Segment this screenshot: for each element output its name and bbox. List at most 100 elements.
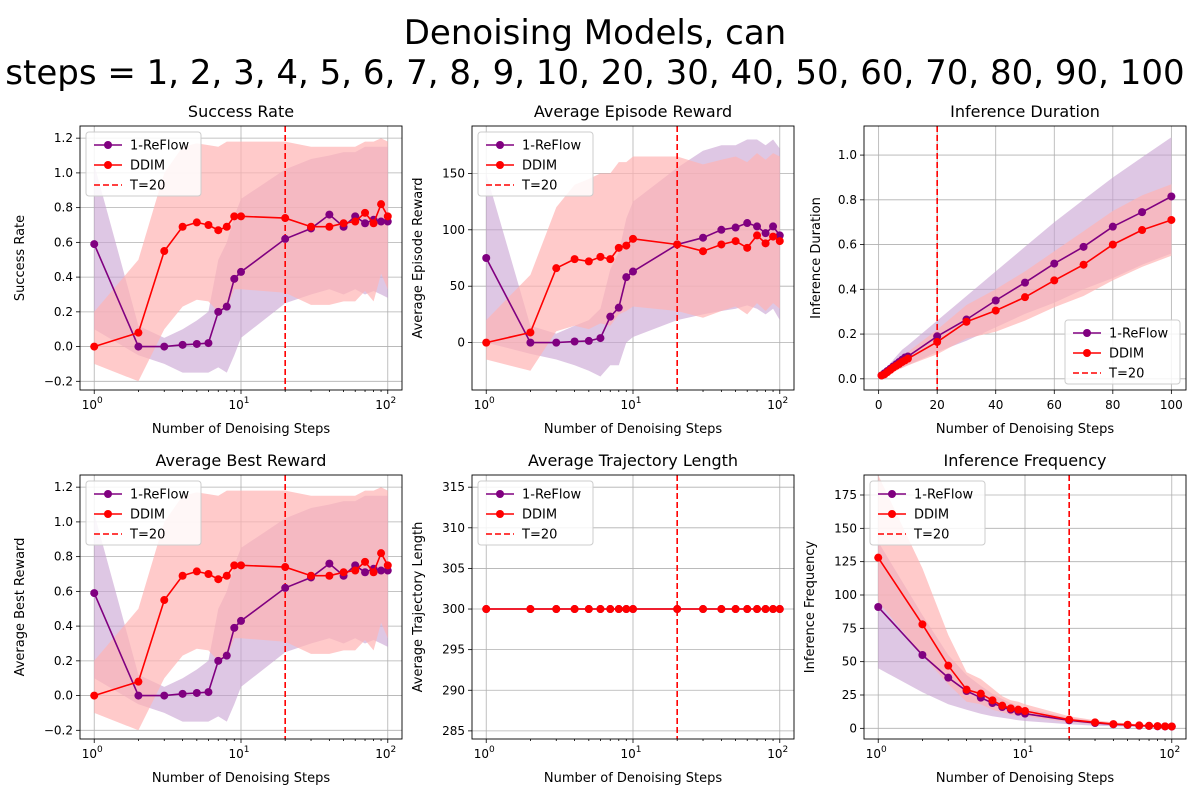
y-tick-label: 0.4 [54, 619, 73, 633]
data-point-ddim [699, 605, 708, 614]
data-point-ddim [629, 234, 637, 243]
axes-frame [863, 474, 1187, 740]
y-axis-label: Average Best Reward [13, 538, 28, 677]
data-point-1-reflow [90, 240, 99, 249]
y-tick-label: 0.6 [54, 584, 73, 598]
legend-marker [104, 161, 112, 169]
legend: 1-ReFlow DDIM T=20 [1064, 319, 1181, 385]
data-point-ddim [237, 561, 245, 570]
data-point-ddim [230, 212, 239, 221]
legend-label: T=20 [1108, 367, 1144, 382]
data-point-ddim [204, 570, 213, 578]
y-tick-label: 150 [834, 521, 857, 535]
y-tick-label: 50 [842, 655, 857, 669]
axes-frame [79, 474, 403, 740]
x-tick-label: 80 [1105, 398, 1120, 412]
data-point-ddim [753, 231, 762, 240]
x-tick-exponent: 2 [783, 745, 789, 755]
y-tick-label: 0 [457, 336, 465, 350]
data-point-ddim [339, 219, 348, 228]
data-point-ddim [606, 605, 615, 614]
data-point-ddim [1109, 720, 1118, 729]
y-tick-label: 25 [842, 688, 857, 702]
data-point-ddim [134, 677, 143, 686]
y-axis-label: Average Trajectory Length [411, 522, 426, 693]
data-point-ddim [383, 212, 392, 221]
legend-label: DDIM [130, 159, 165, 174]
chart-plot-area [482, 475, 784, 739]
chart-4: 100 101 102−0.20.00.20.40.60.81.01.2Averag… [13, 451, 403, 786]
data-point-ddim [351, 566, 360, 575]
data-point-ddim [903, 354, 912, 363]
x-tick-exponent: 2 [391, 745, 397, 755]
data-point-1-reflow [1050, 259, 1059, 268]
data-point-1-reflow [204, 688, 213, 697]
y-tick-label: 125 [834, 555, 857, 569]
data-point-ddim [377, 549, 386, 558]
data-point-1-reflow [361, 568, 370, 577]
data-point-ddim [606, 255, 615, 264]
data-point-ddim [775, 605, 784, 614]
data-point-ddim [998, 701, 1007, 710]
data-point-1-reflow [1021, 278, 1029, 287]
data-point-1-reflow [222, 651, 231, 660]
y-axis-label: Success Rate [13, 215, 28, 301]
chart-plot-area [90, 475, 392, 739]
y-tick-label: 0.2 [54, 654, 73, 668]
data-point-ddim [614, 605, 623, 614]
band-ddim [486, 153, 780, 371]
legend-label: T=20 [913, 528, 949, 543]
y-tick-label: 290 [442, 683, 465, 697]
data-point-1-reflow [629, 267, 637, 276]
data-point-1-reflow [584, 336, 593, 345]
data-point-ddim [570, 255, 579, 264]
data-point-ddim [281, 214, 290, 223]
y-tick-label: 0.8 [838, 193, 857, 207]
x-tick-exponent: 0 [97, 745, 103, 755]
x-tick-label: 60 [1047, 398, 1062, 412]
y-tick-label: 300 [442, 602, 465, 616]
data-point-ddim [307, 222, 316, 231]
data-point-ddim [1065, 715, 1074, 724]
x-tick-exponent: 2 [783, 396, 789, 406]
data-point-1-reflow [178, 340, 187, 349]
data-point-ddim [962, 685, 971, 694]
legend-label: 1-ReFlow [522, 139, 581, 154]
data-point-ddim [1021, 293, 1029, 302]
data-point-ddim [1021, 707, 1029, 715]
data-point-ddim [944, 661, 953, 670]
data-point-1-reflow [237, 267, 245, 276]
legend-label: 1-ReFlow [130, 488, 189, 503]
chart-plot-area [482, 126, 784, 390]
y-tick-label: 0.8 [54, 201, 73, 215]
data-point-ddim [237, 212, 245, 221]
x-axis-label: Number of Denoising Steps [936, 422, 1114, 437]
data-point-1-reflow [160, 342, 169, 351]
data-point-ddim [1167, 215, 1176, 224]
data-point-ddim [753, 605, 762, 614]
data-point-ddim [596, 605, 605, 614]
data-point-1-reflow [222, 302, 231, 311]
legend: 1-ReFlow DDIM T=20 [477, 480, 594, 546]
x-tick-exponent: 1 [636, 396, 642, 406]
axes-frame [471, 125, 795, 391]
chart-plot-area [877, 126, 1176, 390]
data-point-ddim [482, 338, 491, 347]
x-tick-exponent: 1 [244, 396, 250, 406]
data-point-ddim [761, 239, 770, 248]
data-point-1-reflow [281, 583, 290, 592]
data-point-1-reflow [918, 651, 927, 659]
data-point-ddim [192, 567, 201, 576]
y-tick-label: 100 [442, 223, 465, 237]
data-point-ddim [584, 605, 593, 614]
legend-marker [496, 490, 504, 498]
data-point-ddim [976, 689, 985, 698]
data-point-1-reflow [204, 339, 213, 348]
y-tick-label: 0.0 [54, 689, 73, 703]
y-tick-label: 0 [849, 721, 857, 735]
legend-marker [888, 490, 896, 498]
data-point-1-reflow [596, 334, 605, 343]
data-point-ddim [1091, 718, 1100, 727]
